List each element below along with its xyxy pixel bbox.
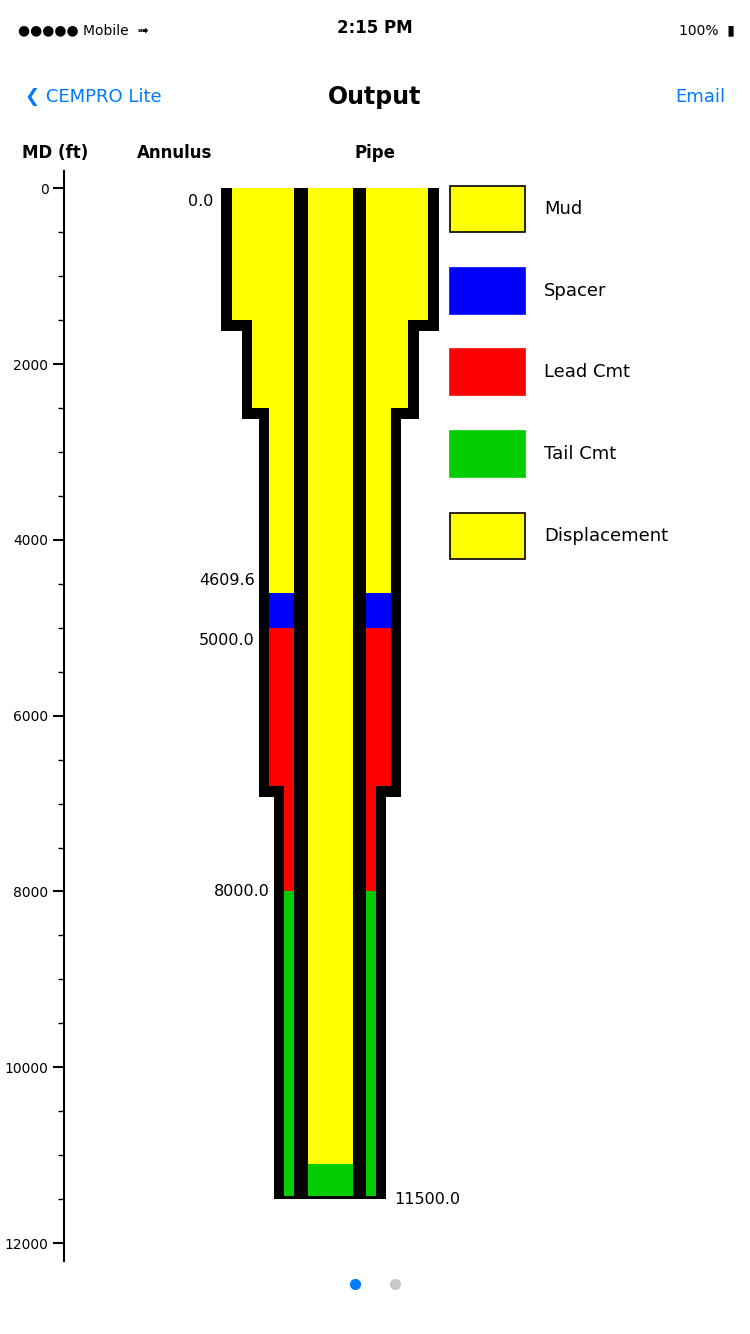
Text: Pipe: Pipe — [355, 144, 395, 161]
Text: MD (ft): MD (ft) — [22, 144, 88, 161]
Text: 0.0: 0.0 — [188, 193, 214, 208]
Bar — [450, 185, 525, 232]
Text: 11500.0: 11500.0 — [394, 1191, 460, 1207]
Text: 8000.0: 8000.0 — [214, 884, 270, 899]
Text: Lead Cmt: Lead Cmt — [544, 363, 630, 382]
Text: Spacer: Spacer — [544, 281, 606, 300]
Text: ❮ CEMPRO Lite: ❮ CEMPRO Lite — [25, 88, 162, 107]
Text: 5000.0: 5000.0 — [200, 634, 255, 648]
Text: Annulus: Annulus — [137, 144, 213, 161]
Text: 100%  ▮: 100% ▮ — [680, 23, 735, 37]
Text: Tail Cmt: Tail Cmt — [544, 446, 616, 463]
Bar — [450, 431, 525, 478]
Text: 4609.6: 4609.6 — [200, 574, 255, 588]
Bar — [450, 514, 525, 559]
Text: 2:15 PM: 2:15 PM — [338, 19, 412, 37]
Text: Output: Output — [328, 85, 422, 109]
Text: Mud: Mud — [544, 200, 582, 217]
Bar — [450, 268, 525, 313]
Bar — [450, 350, 525, 395]
Text: Email: Email — [675, 88, 725, 107]
Text: Displacement: Displacement — [544, 527, 668, 544]
Text: ●●●●● Mobile  ➟: ●●●●● Mobile ➟ — [18, 23, 149, 37]
